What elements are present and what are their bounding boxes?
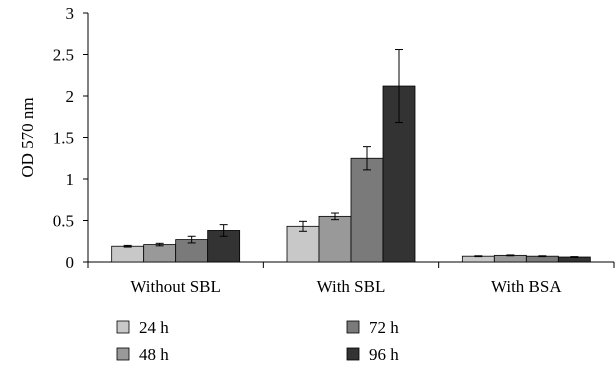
bar bbox=[143, 244, 177, 263]
y-tick-label: 1.5 bbox=[53, 129, 74, 148]
y-tick-label: 3 bbox=[66, 4, 75, 23]
y-tick-label: 2 bbox=[66, 87, 75, 106]
x-tick-label: With SBL bbox=[317, 277, 386, 296]
y-tick-label: 2.5 bbox=[53, 46, 74, 65]
bar bbox=[111, 245, 145, 263]
legend-label: 72 h bbox=[369, 318, 399, 337]
bar bbox=[318, 215, 352, 263]
legend-swatch bbox=[116, 320, 130, 334]
y-tick-label: 0.5 bbox=[53, 212, 74, 231]
bar bbox=[350, 157, 384, 263]
x-tick-label: Without SBL bbox=[130, 277, 220, 296]
x-tick-label: With BSA bbox=[491, 277, 562, 296]
legend-label: 96 h bbox=[369, 345, 399, 364]
bar bbox=[493, 254, 527, 263]
legend-label: 48 h bbox=[139, 345, 169, 364]
y-axis-title: OD 570 nm bbox=[18, 97, 37, 177]
legend-swatch bbox=[346, 320, 360, 334]
y-tick-label: 1 bbox=[66, 170, 75, 189]
legend-swatch bbox=[116, 347, 130, 361]
legend-swatch bbox=[346, 347, 360, 361]
legend-label: 24 h bbox=[139, 318, 169, 337]
y-tick-label: 0 bbox=[66, 253, 75, 272]
